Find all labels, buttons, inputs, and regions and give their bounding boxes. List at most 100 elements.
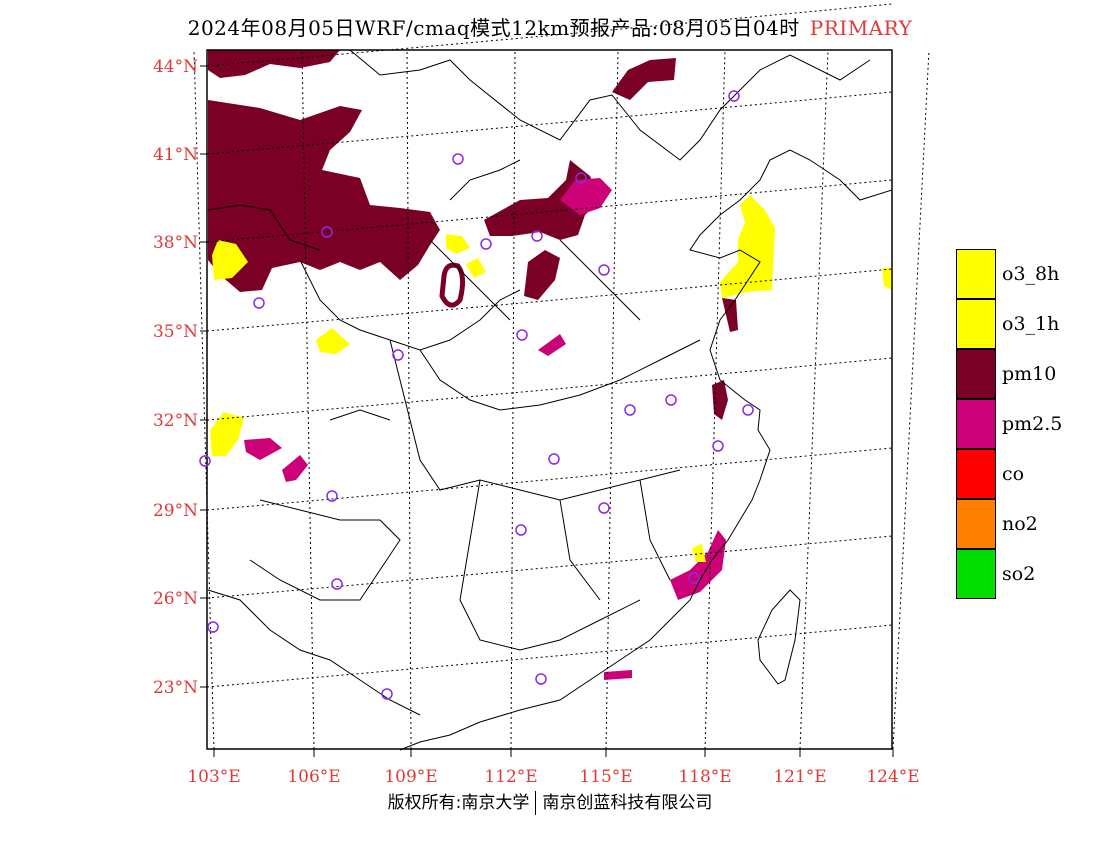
lon-tick-label: 115°E — [579, 767, 632, 787]
lat-tick-label: 41°N — [153, 145, 198, 165]
coastline — [399, 149, 893, 751]
station-marker — [515, 524, 527, 536]
lat-tick-labels: 44°N 41°N 38°N 35°N 32°N 29°N 26°N 23°N — [153, 57, 207, 698]
lat-tick-label: 44°N — [153, 57, 198, 77]
lat-tick-label: 32°N — [153, 411, 198, 431]
lat-tick-label: 23°N — [153, 678, 198, 698]
station-marker — [535, 673, 547, 685]
graticule-parallel — [206, 179, 893, 243]
boundaries — [207, 49, 893, 751]
o3-region-gansu — [212, 240, 248, 280]
legend-swatch — [956, 499, 996, 549]
lon-tick-label: 118°E — [678, 767, 731, 787]
graticule-meridian — [892, 49, 930, 750]
footer-right: 南京创蓝科技有限公司 — [542, 793, 713, 813]
graticule-meridian — [406, 49, 412, 750]
minor-boundary — [207, 589, 421, 716]
pm10-region-ring — [439, 262, 466, 308]
station-marker — [392, 349, 404, 361]
lon-tick-label: 121°E — [773, 767, 826, 787]
station-marker — [381, 688, 393, 700]
map-frame — [206, 49, 893, 750]
lat-tick-label: 35°N — [153, 322, 198, 342]
station-marker — [321, 226, 333, 238]
graticule-parallel — [206, 3, 893, 67]
legend-label: o3_1h — [1002, 313, 1060, 335]
o3-region-fujian — [692, 544, 706, 562]
legend-item: pm2.5 — [956, 399, 1096, 449]
lon-tick-label: 103°E — [187, 767, 240, 787]
graticule-meridian — [510, 49, 516, 750]
station-marker — [548, 453, 560, 465]
taiwan-outline — [757, 589, 801, 685]
station-marker — [516, 329, 528, 341]
lon-tick-labels: 103°E 106°E 109°E 112°E 115°E 118°E 121°E 124°E — [187, 749, 920, 787]
station-marker — [480, 238, 492, 250]
legend-label: pm10 — [1002, 363, 1057, 385]
legend-label: no2 — [1002, 513, 1038, 535]
station-marker — [199, 455, 211, 467]
map-title: 2024年08月05日WRF/cmaq模式12km预报产品:08月05日04时 P… — [0, 12, 1100, 41]
station-marker — [688, 572, 700, 584]
station-marker — [665, 394, 677, 406]
station-marker — [253, 297, 265, 309]
pm25-region-central — [538, 334, 566, 356]
station-marker — [452, 153, 464, 165]
graticule-meridian — [704, 49, 726, 750]
station-marker — [598, 264, 610, 276]
station-marker — [331, 578, 343, 590]
copyright-footer: 版权所有:南京大学 南京创蓝科技有限公司 — [0, 788, 1100, 815]
graticule-meridian — [301, 49, 315, 750]
graticule-parallel — [206, 447, 893, 511]
pm10-region-jiangsu — [712, 380, 728, 420]
pollutant-patches — [208, 50, 892, 680]
graticule — [193, 3, 930, 750]
pm25-region-beijing — [560, 178, 612, 215]
legend-item: pm10 — [956, 349, 1096, 399]
graticule-parallel — [206, 91, 893, 155]
legend-label: pm2.5 — [1002, 413, 1063, 435]
graticule-parallel — [206, 268, 893, 332]
footer-left: 版权所有:南京大学 — [387, 793, 530, 813]
legend-swatch — [956, 549, 996, 599]
legend-item: co — [956, 449, 1096, 499]
station-marker — [531, 230, 543, 242]
lat-tick-label: 26°N — [153, 589, 198, 609]
station-marker — [624, 404, 636, 416]
station-marker — [207, 621, 219, 633]
title-text: 2024年08月05日WRF/cmaq模式12km预报产品:08月05日04时 — [187, 16, 800, 40]
lon-tick-label: 106°E — [287, 767, 340, 787]
station-marker — [575, 172, 587, 184]
graticule-parallel — [206, 357, 893, 421]
o3-region-ningxia — [446, 234, 470, 254]
pm10-region-beijing — [484, 160, 600, 240]
legend-swatch — [956, 299, 996, 349]
lat-tick-label: 29°N — [153, 501, 198, 521]
pm25-region-fujian — [670, 530, 726, 600]
station-marker — [728, 90, 740, 102]
legend-swatch — [956, 399, 996, 449]
legend-item: no2 — [956, 499, 1096, 549]
lon-tick-label: 109°E — [384, 767, 437, 787]
pm10-region-northwest — [208, 100, 440, 292]
o3-region-sichuan — [210, 412, 244, 456]
legend-label: so2 — [1002, 563, 1036, 585]
legend-item: o3_8h — [956, 249, 1096, 299]
legend-item: so2 — [956, 549, 1096, 599]
legend-swatch — [956, 249, 996, 299]
pm25-region-guangdong — [604, 670, 632, 680]
pm25-region-chongqing — [282, 455, 308, 482]
pm10-region-shanxi — [524, 250, 560, 300]
pm25-region-sichuan — [244, 438, 282, 460]
o3-region-shaanxi — [316, 328, 350, 354]
legend-swatch — [956, 349, 996, 399]
station-marker — [598, 502, 610, 514]
pm10-region-east — [722, 298, 738, 332]
o3-region-shandong — [720, 195, 775, 298]
pm10-region-northeast-top — [612, 58, 676, 100]
footer-separator — [535, 791, 537, 815]
lon-tick-label: 124°E — [866, 767, 919, 787]
station-marker — [326, 490, 338, 502]
lon-tick-label: 112°E — [484, 767, 537, 787]
title-tag: PRIMARY — [809, 16, 913, 40]
